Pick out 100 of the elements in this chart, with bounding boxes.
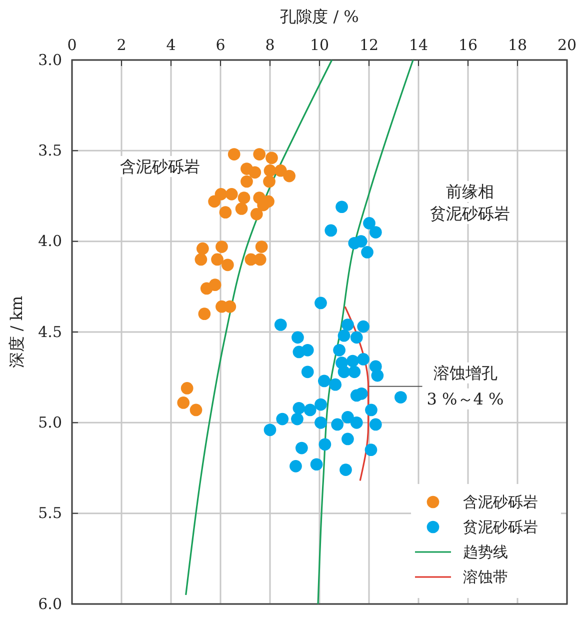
x-tick-label: 16 bbox=[458, 36, 478, 54]
point bbox=[296, 442, 308, 454]
point bbox=[240, 175, 253, 188]
legend-label: 溶蚀带 bbox=[463, 568, 508, 586]
point bbox=[263, 175, 276, 188]
x-tick-label: 20 bbox=[557, 36, 577, 54]
y-tick-label: 3.0 bbox=[38, 50, 62, 69]
point bbox=[350, 416, 363, 429]
point bbox=[291, 412, 304, 426]
point bbox=[250, 208, 263, 220]
point bbox=[314, 416, 327, 429]
line-series bbox=[344, 306, 370, 482]
point bbox=[180, 382, 194, 394]
x-tick-label: 8 bbox=[265, 36, 275, 54]
annotation: 3 %～4 % bbox=[426, 389, 504, 408]
point bbox=[333, 344, 346, 356]
y-tick-label: 4.5 bbox=[38, 322, 62, 341]
x-tick-label: 12 bbox=[359, 36, 379, 54]
point bbox=[348, 366, 361, 378]
point bbox=[318, 438, 332, 451]
point bbox=[235, 202, 248, 215]
point bbox=[354, 235, 368, 248]
point bbox=[274, 318, 287, 331]
x-tick-label: 4 bbox=[166, 36, 176, 54]
point bbox=[338, 366, 350, 378]
x-tick-label: 0 bbox=[67, 36, 77, 54]
annotation: 含泥砂砾岩 bbox=[120, 157, 200, 176]
point bbox=[331, 418, 344, 431]
point bbox=[304, 404, 316, 416]
y-axis-title: 深度 / km bbox=[7, 296, 26, 368]
point bbox=[346, 354, 359, 368]
point bbox=[177, 396, 190, 409]
point bbox=[324, 224, 338, 237]
y-tick-label: 3.5 bbox=[38, 141, 62, 160]
point bbox=[208, 278, 222, 292]
point bbox=[274, 164, 287, 177]
annotation: 贫泥砂砾岩 bbox=[430, 204, 510, 223]
point bbox=[196, 242, 209, 255]
point bbox=[190, 404, 202, 416]
x-axis-title: 孔隙度 / % bbox=[280, 7, 359, 26]
point bbox=[266, 152, 278, 164]
point bbox=[314, 296, 327, 310]
y-tick-label: 5.0 bbox=[38, 413, 62, 432]
point bbox=[361, 246, 374, 258]
legend-label: 趋势线 bbox=[463, 543, 508, 561]
point bbox=[357, 353, 370, 366]
point bbox=[394, 391, 407, 404]
line-series bbox=[185, 59, 333, 596]
point bbox=[365, 404, 378, 416]
point bbox=[228, 148, 240, 160]
point bbox=[292, 402, 306, 414]
point bbox=[342, 318, 354, 331]
annotation: 溶蚀增孔 bbox=[433, 363, 498, 382]
x-tick-label: 14 bbox=[408, 36, 428, 54]
line-series bbox=[317, 59, 414, 605]
point bbox=[198, 308, 211, 320]
point bbox=[329, 378, 342, 391]
point bbox=[370, 226, 382, 238]
y-tick-label: 4.0 bbox=[38, 232, 62, 250]
point bbox=[370, 418, 382, 431]
point bbox=[211, 253, 224, 266]
point bbox=[248, 166, 262, 179]
point bbox=[314, 398, 327, 411]
point bbox=[225, 188, 238, 200]
point bbox=[310, 458, 323, 471]
point bbox=[336, 200, 348, 214]
point bbox=[318, 374, 330, 388]
point bbox=[276, 412, 289, 426]
x-tick-label: 18 bbox=[508, 36, 528, 54]
point bbox=[264, 424, 276, 436]
point bbox=[357, 320, 370, 333]
point bbox=[371, 369, 384, 382]
point bbox=[364, 444, 378, 456]
point bbox=[208, 195, 220, 208]
point bbox=[350, 331, 363, 344]
x-tick-label: 2 bbox=[116, 36, 126, 54]
point bbox=[219, 206, 232, 218]
point bbox=[255, 240, 268, 253]
annotation: 前缘相 bbox=[446, 182, 494, 201]
point bbox=[194, 253, 208, 266]
point bbox=[340, 464, 352, 476]
point bbox=[253, 148, 266, 160]
y-tick-label: 5.5 bbox=[38, 504, 62, 522]
point bbox=[292, 331, 304, 344]
point bbox=[342, 432, 354, 446]
point bbox=[338, 329, 350, 342]
x-tick-label: 10 bbox=[310, 36, 330, 54]
legend-label: 贫泥砂砾岩 bbox=[463, 518, 538, 536]
y-tick-label: 6.0 bbox=[38, 594, 62, 613]
legend-label: 含泥砂砾岩 bbox=[463, 493, 538, 511]
point bbox=[301, 344, 314, 356]
point bbox=[238, 192, 250, 204]
point bbox=[301, 366, 314, 378]
point bbox=[283, 170, 296, 182]
point bbox=[342, 411, 354, 424]
point bbox=[363, 217, 376, 230]
x-tick-label: 6 bbox=[216, 36, 226, 54]
point bbox=[216, 240, 228, 253]
point bbox=[290, 460, 302, 472]
point bbox=[222, 258, 234, 272]
